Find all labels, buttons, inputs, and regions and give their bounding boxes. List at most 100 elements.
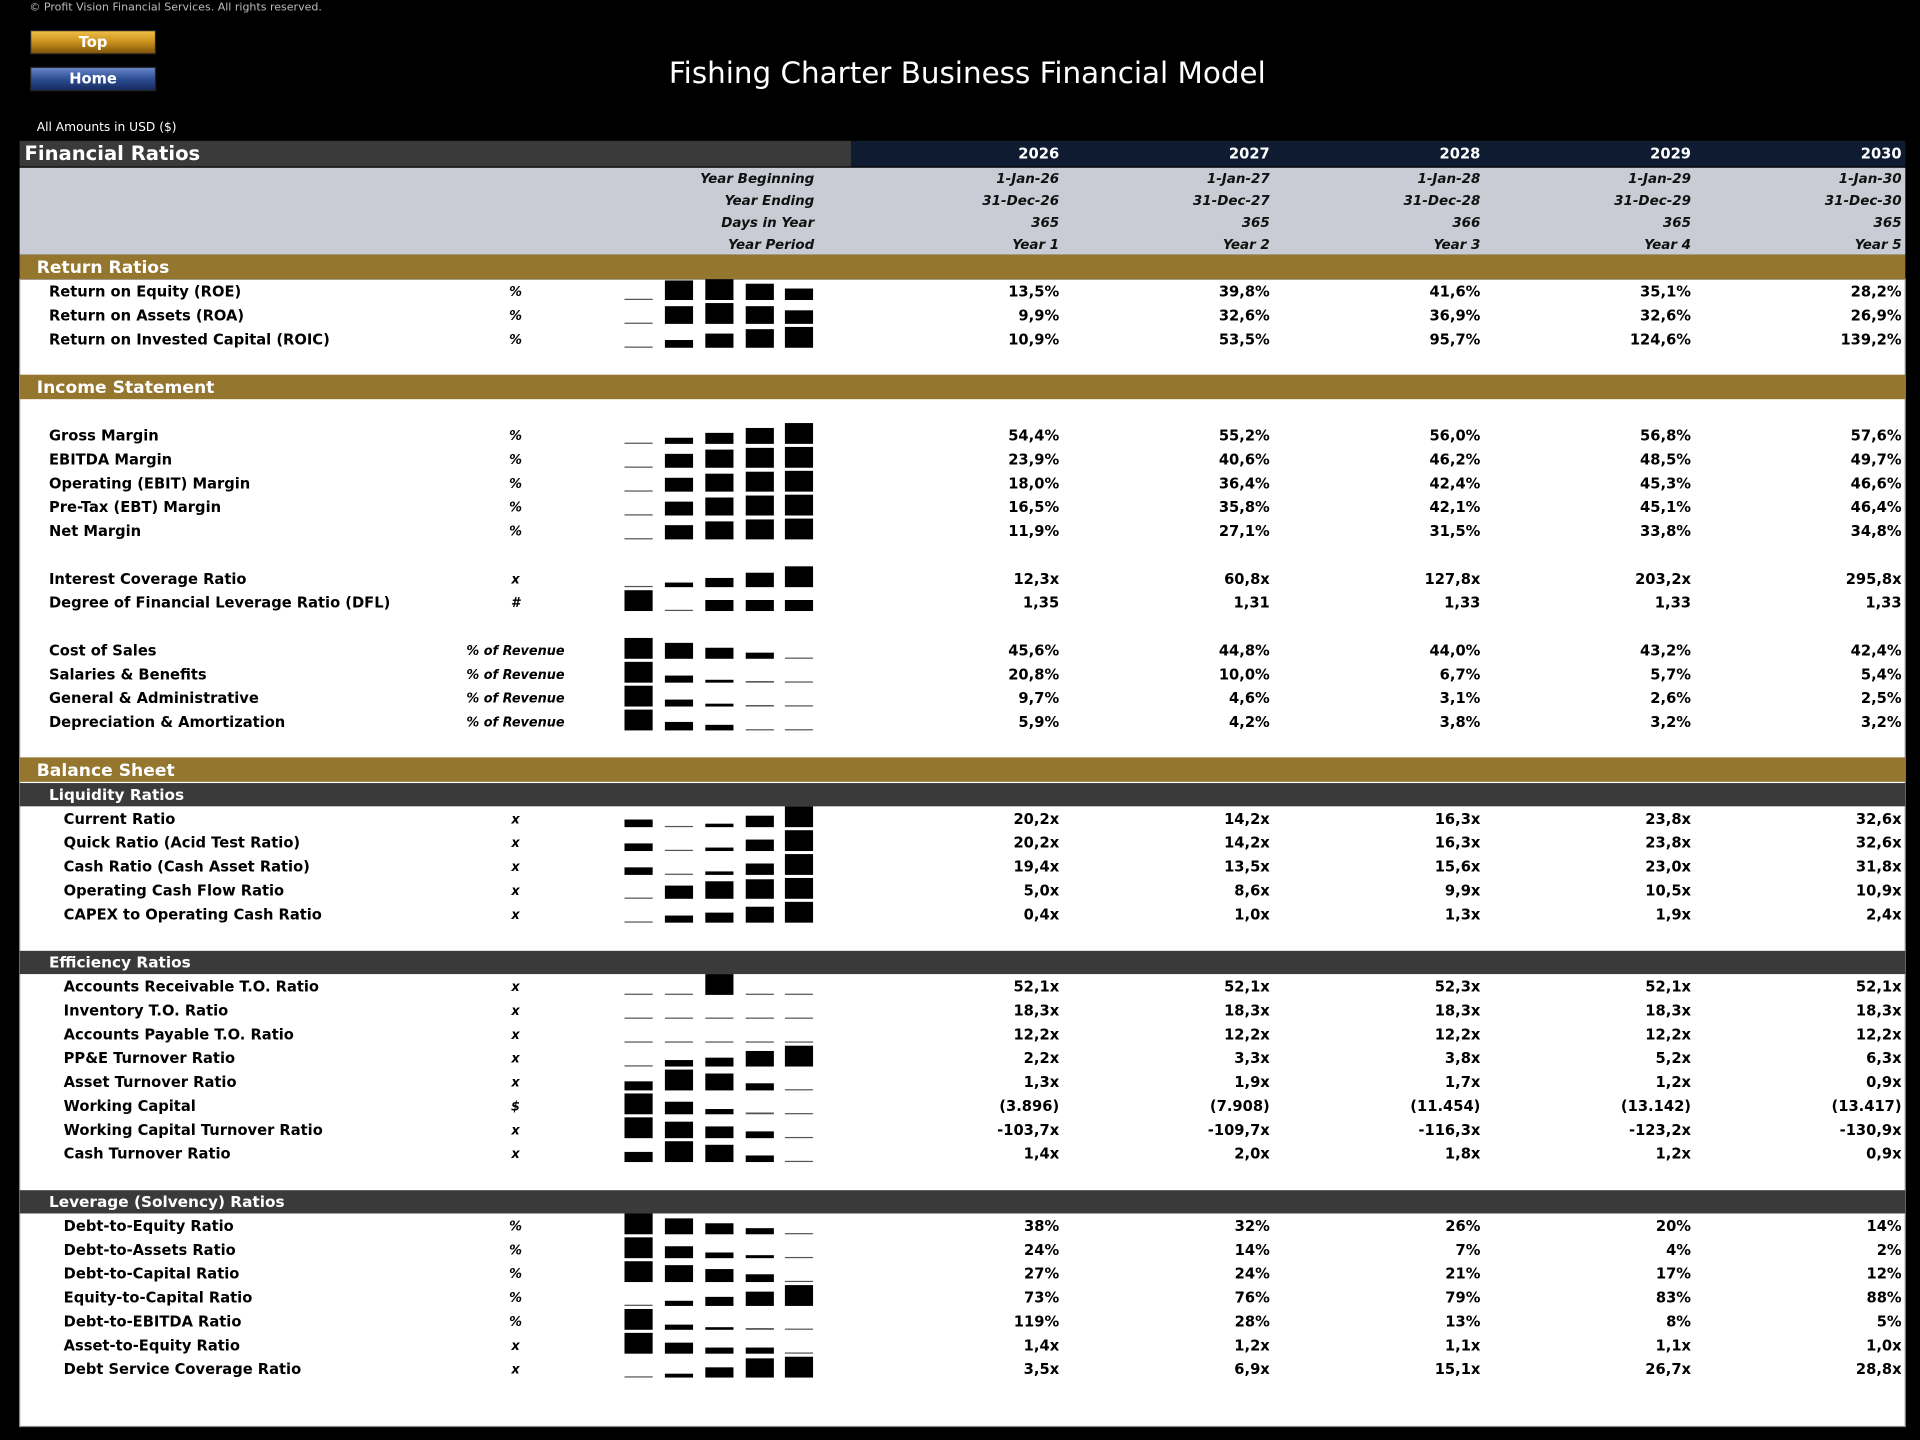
sheet-title-bar — [19, 140, 852, 167]
cell-value: 16,3x — [1435, 811, 1481, 828]
sparkline-bar — [624, 993, 653, 995]
cell-value: 3,3x — [1234, 1050, 1270, 1067]
cell-value: 18,3x — [1856, 1002, 1902, 1019]
sparkline-bar — [705, 1057, 734, 1067]
button-label: Home — [69, 71, 117, 88]
cell-value: 1,33 — [1444, 595, 1480, 612]
row-label: Working Capital Turnover Ratio — [64, 1122, 323, 1139]
header-value: Year 4 — [1644, 238, 1691, 253]
row-unit: x — [510, 1339, 520, 1354]
cell-value: 52,1x — [1224, 979, 1270, 996]
sparkline-bar — [745, 283, 774, 300]
row-label: Operating (EBIT) Margin — [49, 475, 250, 492]
cell-value: 13,5x — [1224, 859, 1270, 876]
cell-value: 35,1% — [1640, 284, 1691, 301]
header-label: Year Period — [728, 238, 815, 253]
sparkline-bar — [745, 572, 774, 588]
sparkline-bar — [624, 637, 653, 659]
cell-value: 36,9% — [1429, 308, 1480, 325]
sparkline-bar — [745, 1112, 774, 1115]
sparkline-bar — [745, 471, 774, 492]
cell-value: 5,7% — [1650, 666, 1691, 683]
sparkline-bar — [624, 590, 653, 612]
cell-value: 119% — [1014, 1313, 1060, 1330]
sparkline-bar — [664, 453, 694, 468]
sparkline-bar — [664, 582, 694, 588]
sparkline-bar — [784, 681, 814, 683]
cell-value: 28,2% — [1851, 284, 1902, 301]
sparkline-bar — [624, 1151, 653, 1163]
cell-value: 18,3x — [1435, 1002, 1481, 1019]
cell-value: 1,0x — [1234, 906, 1270, 923]
cell-value: 42,4% — [1429, 475, 1480, 492]
row-unit: x — [510, 1123, 520, 1138]
cell-value: 76% — [1235, 1290, 1270, 1307]
sparkline-bar — [624, 298, 653, 300]
sparkline-bar — [784, 1233, 814, 1235]
nav-button[interactable]: Home — [29, 66, 157, 92]
cell-value: 46,2% — [1429, 451, 1480, 468]
sparkline-bar — [784, 1113, 814, 1115]
cell-value: 1,8x — [1445, 1146, 1481, 1163]
sparkline-bar — [705, 679, 734, 683]
row-label: Salaries & Benefits — [49, 666, 207, 683]
cell-value: 13% — [1445, 1313, 1480, 1330]
cell-value: 52,3x — [1435, 979, 1481, 996]
sparkline-bar — [745, 427, 774, 444]
cell-value: 35,8% — [1219, 499, 1270, 516]
cell-value: 1,9x — [1656, 906, 1692, 923]
cell-value: 4,6% — [1229, 690, 1270, 707]
sparkline-bar — [784, 518, 814, 540]
sparkline-bar — [784, 566, 814, 588]
sparkline-bar — [745, 1255, 774, 1259]
cell-value: 12,3x — [1013, 571, 1059, 588]
cell-value: -103,7x — [997, 1122, 1060, 1139]
cell-value: 1,33 — [1655, 595, 1691, 612]
cell-value: 1,2x — [1656, 1074, 1692, 1091]
sparkline-bar — [705, 303, 734, 324]
sparkline-bar — [705, 577, 734, 588]
cell-value: 26,9% — [1851, 308, 1902, 325]
sparkline-bar — [664, 340, 694, 348]
sparkline-bar — [705, 1367, 734, 1378]
cell-value: 73% — [1024, 1290, 1059, 1307]
sparkline-bar — [624, 1332, 653, 1354]
header-value: 1-Jan-29 — [1628, 172, 1691, 187]
cell-value: 12,2x — [1435, 1026, 1481, 1043]
cell-value: 23,8x — [1645, 835, 1691, 852]
cell-value: 39,8% — [1219, 284, 1270, 301]
cell-value: 46,6% — [1851, 475, 1902, 492]
sparkline-bar — [705, 1041, 734, 1043]
nav-button[interactable]: Top — [29, 30, 157, 55]
sparkline-bar — [624, 1065, 653, 1067]
sparkline-bar — [745, 1083, 774, 1091]
sparkline-bar — [784, 288, 814, 300]
subsection-bar — [19, 1190, 1906, 1214]
sparkline-bar — [784, 1160, 814, 1163]
sparkline-bar — [745, 447, 774, 468]
cell-value: 16,5% — [1008, 499, 1059, 516]
sparkline-bar — [624, 685, 653, 707]
sparkline-bar — [745, 1041, 774, 1043]
cell-value: 49,7% — [1851, 451, 1902, 468]
cell-value: 26,7x — [1645, 1361, 1691, 1378]
cell-value: 28,8x — [1856, 1361, 1902, 1378]
sparkline-bar — [745, 1358, 774, 1378]
header-value: 1-Jan-30 — [1839, 172, 1902, 187]
cell-value: 1,33 — [1865, 595, 1901, 612]
sparkline-bar — [784, 1089, 814, 1091]
row-label: Debt-to-Capital Ratio — [64, 1266, 240, 1283]
cell-value: 14,2x — [1224, 811, 1270, 828]
sparkline-bar — [664, 1324, 694, 1330]
cell-value: 32,6% — [1640, 308, 1691, 325]
sparkline-bar — [664, 849, 694, 852]
row-label: Debt Service Coverage Ratio — [64, 1361, 302, 1378]
sparkline-bar — [745, 1347, 774, 1354]
cell-value: -123,2x — [1629, 1122, 1692, 1139]
section-bar — [19, 254, 1906, 280]
row-label: Degree of Financial Leverage Ratio (DFL) — [49, 595, 390, 612]
row-label: Return on Invested Capital (ROIC) — [49, 331, 330, 348]
row-unit: x — [510, 1052, 520, 1067]
cell-value: 24% — [1235, 1266, 1270, 1283]
cell-value: 16,3x — [1435, 835, 1481, 852]
